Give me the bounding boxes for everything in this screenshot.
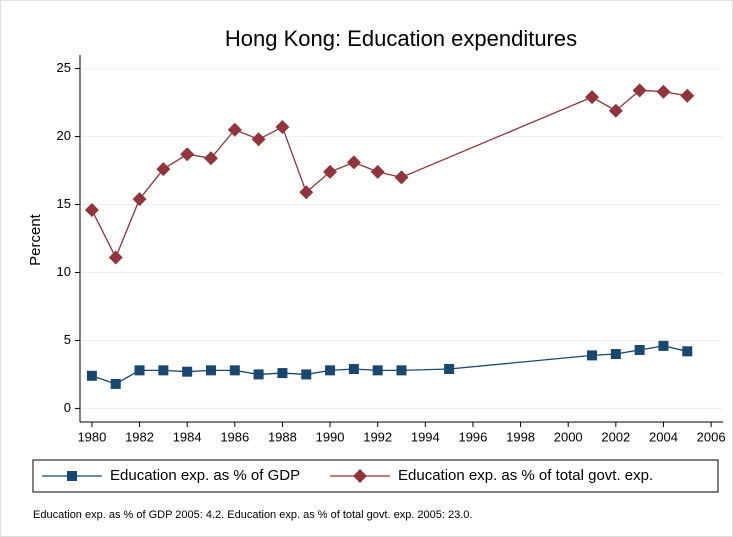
x-tick-label: 1992 — [363, 429, 392, 444]
marker — [587, 350, 598, 361]
marker — [156, 162, 171, 177]
x-tick-label: 1996 — [458, 429, 487, 444]
marker — [658, 340, 669, 351]
x-tick-label: 2002 — [601, 429, 630, 444]
marker — [396, 365, 407, 376]
x-tick-label: 1986 — [220, 429, 249, 444]
marker — [110, 378, 121, 389]
marker — [180, 147, 195, 162]
marker — [86, 370, 97, 381]
y-tick-label: 15 — [57, 196, 71, 211]
marker — [372, 365, 383, 376]
x-tick-label: 2006 — [697, 429, 726, 444]
marker — [84, 202, 99, 217]
chart-title: Hong Kong: Education expenditures — [225, 26, 577, 51]
x-tick-label: 1998 — [506, 429, 535, 444]
y-axis-label: Percent — [27, 213, 44, 266]
marker — [608, 103, 623, 118]
marker — [251, 132, 266, 147]
x-tick-label: 1994 — [411, 429, 440, 444]
x-tick-label: 1982 — [125, 429, 154, 444]
y-tick-label: 5 — [64, 332, 71, 347]
marker — [394, 170, 409, 185]
legend-label: Education exp. as % of GDP — [110, 467, 300, 484]
marker — [108, 250, 123, 265]
marker — [632, 83, 647, 98]
y-tick-label: 20 — [57, 128, 71, 143]
marker — [301, 369, 312, 380]
x-tick-label: 2000 — [554, 429, 583, 444]
marker — [353, 469, 367, 483]
marker — [370, 164, 385, 179]
x-tick-label: 1984 — [173, 429, 202, 444]
x-tick-label: 1980 — [77, 429, 106, 444]
x-tick-label: 1988 — [268, 429, 297, 444]
marker — [203, 151, 218, 166]
marker — [610, 349, 621, 360]
marker — [229, 365, 240, 376]
marker — [656, 84, 671, 99]
marker — [299, 185, 314, 200]
marker — [585, 90, 600, 105]
legend-label: Education exp. as % of total govt. exp. — [398, 467, 653, 484]
marker — [275, 120, 290, 135]
marker — [323, 164, 338, 179]
y-tick-label: 25 — [57, 60, 71, 75]
x-tick-label: 1990 — [316, 429, 345, 444]
marker — [182, 366, 193, 377]
y-tick-label: 0 — [64, 400, 71, 415]
marker — [67, 471, 77, 481]
marker — [325, 365, 336, 376]
marker — [346, 155, 361, 170]
marker — [158, 365, 169, 376]
marker — [253, 369, 264, 380]
marker — [132, 192, 147, 207]
note: Education exp. as % of GDP 2005: 4.2. Ed… — [33, 509, 472, 521]
marker — [634, 344, 645, 355]
x-tick-label: 2004 — [649, 429, 678, 444]
y-tick-label: 10 — [57, 264, 71, 279]
marker — [227, 122, 242, 137]
marker — [134, 365, 145, 376]
marker — [348, 363, 359, 374]
marker — [205, 365, 216, 376]
marker — [682, 346, 693, 357]
marker — [444, 363, 455, 374]
marker — [277, 368, 288, 379]
marker — [680, 88, 695, 103]
